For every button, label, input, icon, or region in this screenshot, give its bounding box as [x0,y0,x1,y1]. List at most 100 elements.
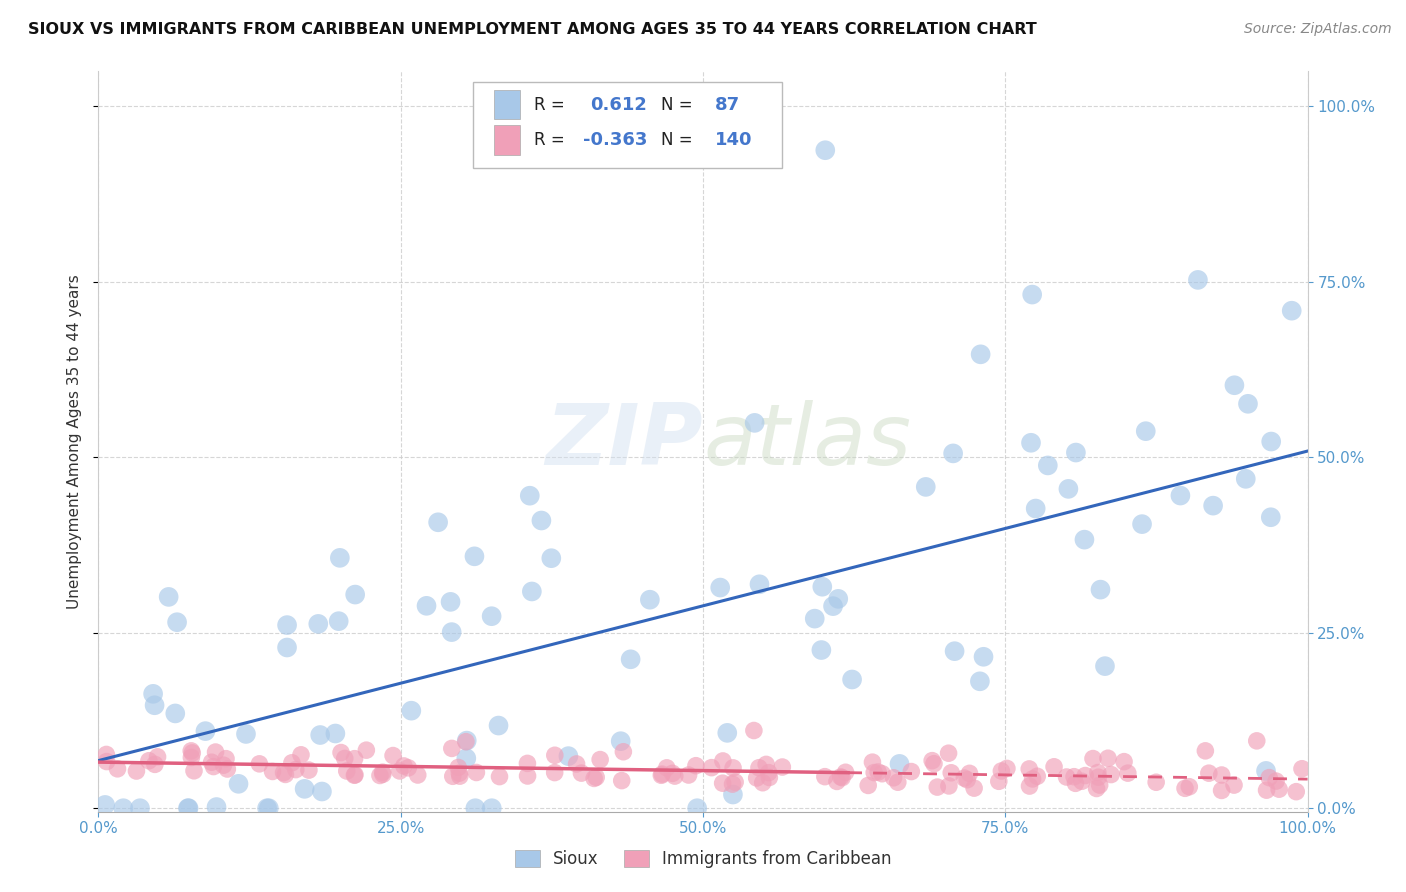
Point [1194,744,1216,758]
Point [415,599,437,613]
Point [1211,768,1233,782]
Point [1202,499,1225,513]
Point [202,759,225,773]
Point [1260,510,1282,524]
Point [1285,785,1308,799]
Point [281,756,304,770]
Point [1281,303,1303,318]
Point [1057,482,1080,496]
Point [540,551,562,566]
Point [177,801,200,815]
Point [294,781,316,796]
Text: R =: R = [534,95,564,113]
Point [870,766,893,780]
Point [1291,762,1313,776]
Text: -0.363: -0.363 [583,131,648,149]
Point [744,416,766,430]
Point [943,644,966,658]
Point [927,780,949,794]
Point [1088,778,1111,792]
Point [758,771,780,785]
Point [938,779,960,793]
Point [180,750,202,764]
Point [125,764,148,778]
Point [889,756,911,771]
Point [519,489,541,503]
Point [863,765,886,780]
Point [447,760,470,774]
Point [530,514,553,528]
Point [1234,472,1257,486]
Point [382,748,405,763]
Point [96,747,118,762]
Point [700,761,723,775]
Text: SIOUX VS IMMIGRANTS FROM CARIBBEAN UNEMPLOYMENT AMONG AGES 35 TO 44 YEARS CORREL: SIOUX VS IMMIGRANTS FROM CARIBBEAN UNEMP… [28,22,1036,37]
Point [751,775,773,789]
Point [711,776,734,790]
Point [356,743,378,757]
Point [1211,783,1233,797]
Point [129,801,152,815]
Point [204,745,226,759]
Point [1187,273,1209,287]
Point [257,801,280,815]
Point [745,771,768,785]
Point [1099,767,1122,781]
Point [1064,445,1087,459]
Point [1144,775,1167,789]
Point [963,781,986,796]
Point [942,446,965,460]
Point [262,764,284,779]
Point [1036,458,1059,473]
Point [620,652,643,666]
Point [995,761,1018,775]
Point [565,756,588,771]
Point [612,745,634,759]
Point [1258,771,1281,785]
Point [371,765,394,780]
Point [1019,435,1042,450]
Point [212,758,235,772]
Point [1174,781,1197,796]
Y-axis label: Unemployment Among Ages 35 to 44 years: Unemployment Among Ages 35 to 44 years [67,274,83,609]
Point [520,584,543,599]
Point [344,588,367,602]
Point [388,764,411,778]
Point [488,770,510,784]
Point [330,746,353,760]
Text: N =: N = [661,131,692,149]
Point [973,649,995,664]
Point [987,774,1010,789]
Point [307,616,329,631]
Point [638,592,661,607]
Point [856,779,879,793]
Point [142,687,165,701]
Point [107,762,129,776]
Point [183,764,205,778]
Point [1178,780,1201,794]
Point [1026,769,1049,783]
Point [721,777,744,791]
Point [610,773,633,788]
Point [827,591,849,606]
Point [276,640,298,655]
Point [329,550,352,565]
Point [583,772,606,786]
Point [465,765,488,780]
Point [814,770,837,784]
Point [1223,778,1246,792]
Point [276,618,298,632]
Point [274,767,297,781]
Point [664,769,686,783]
Point [1198,766,1220,780]
Point [1087,765,1109,780]
Point [516,756,538,771]
Point [814,143,837,157]
Point [1063,770,1085,784]
Point [834,765,856,780]
Point [821,599,844,614]
Text: 87: 87 [716,95,740,113]
Point [810,643,832,657]
FancyBboxPatch shape [474,82,782,168]
Point [1130,517,1153,532]
